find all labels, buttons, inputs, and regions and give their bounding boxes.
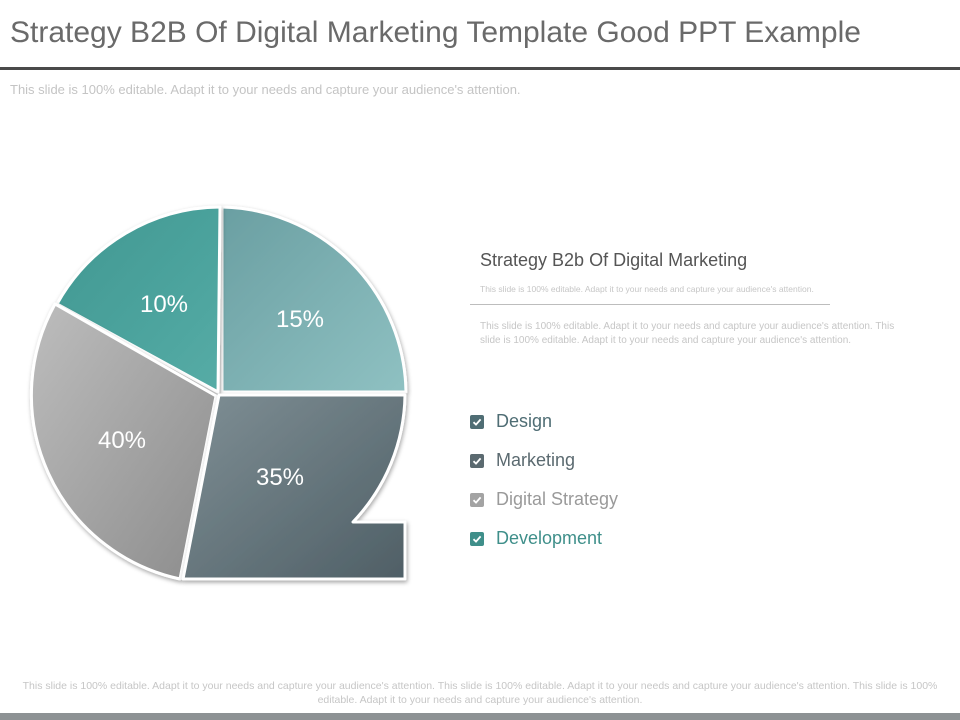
legend-label: Development [496, 528, 603, 548]
footer-text: This slide is 100% editable. Adapt it to… [22, 680, 938, 706]
info-tagline: This slide is 100% editable. Adapt it to… [480, 284, 814, 294]
title-divider [0, 67, 960, 70]
slide-title: Strategy B2B Of Digital Marketing Templa… [10, 16, 861, 49]
checkbox-icon [470, 453, 484, 468]
legend-label: Design [496, 411, 553, 431]
pie-slice-label: 10% [140, 291, 188, 318]
legend-label: Digital Strategy [496, 489, 619, 509]
slide-subtitle: This slide is 100% editable. Adapt it to… [10, 82, 521, 97]
legend-label: Marketing [496, 450, 576, 470]
info-heading: Strategy B2b Of Digital Marketing [480, 250, 748, 270]
legend: Design Marketing Digital Strategy Develo… [470, 402, 618, 558]
legend-item-design: Design [470, 402, 618, 441]
checkbox-icon [470, 414, 484, 429]
legend-item-digital-strategy: Digital Strategy [470, 480, 618, 519]
info-divider [470, 304, 830, 305]
pie-slice-label: 40% [98, 427, 146, 454]
pie-slice-15 [220, 205, 408, 394]
pie-slice-40 [29, 302, 218, 581]
checkbox-icon [470, 531, 484, 546]
pie-slice-label: 35% [256, 464, 304, 491]
pie-slice-35 [181, 393, 407, 581]
bottom-bar [0, 713, 960, 720]
legend-item-marketing: Marketing [470, 441, 618, 480]
pie-slice-label: 15% [276, 306, 324, 333]
checkbox-icon [470, 492, 484, 507]
pie-slice-10 [55, 205, 222, 394]
info-body: This slide is 100% editable. Adapt it to… [480, 321, 895, 346]
legend-item-development: Development [470, 519, 618, 558]
